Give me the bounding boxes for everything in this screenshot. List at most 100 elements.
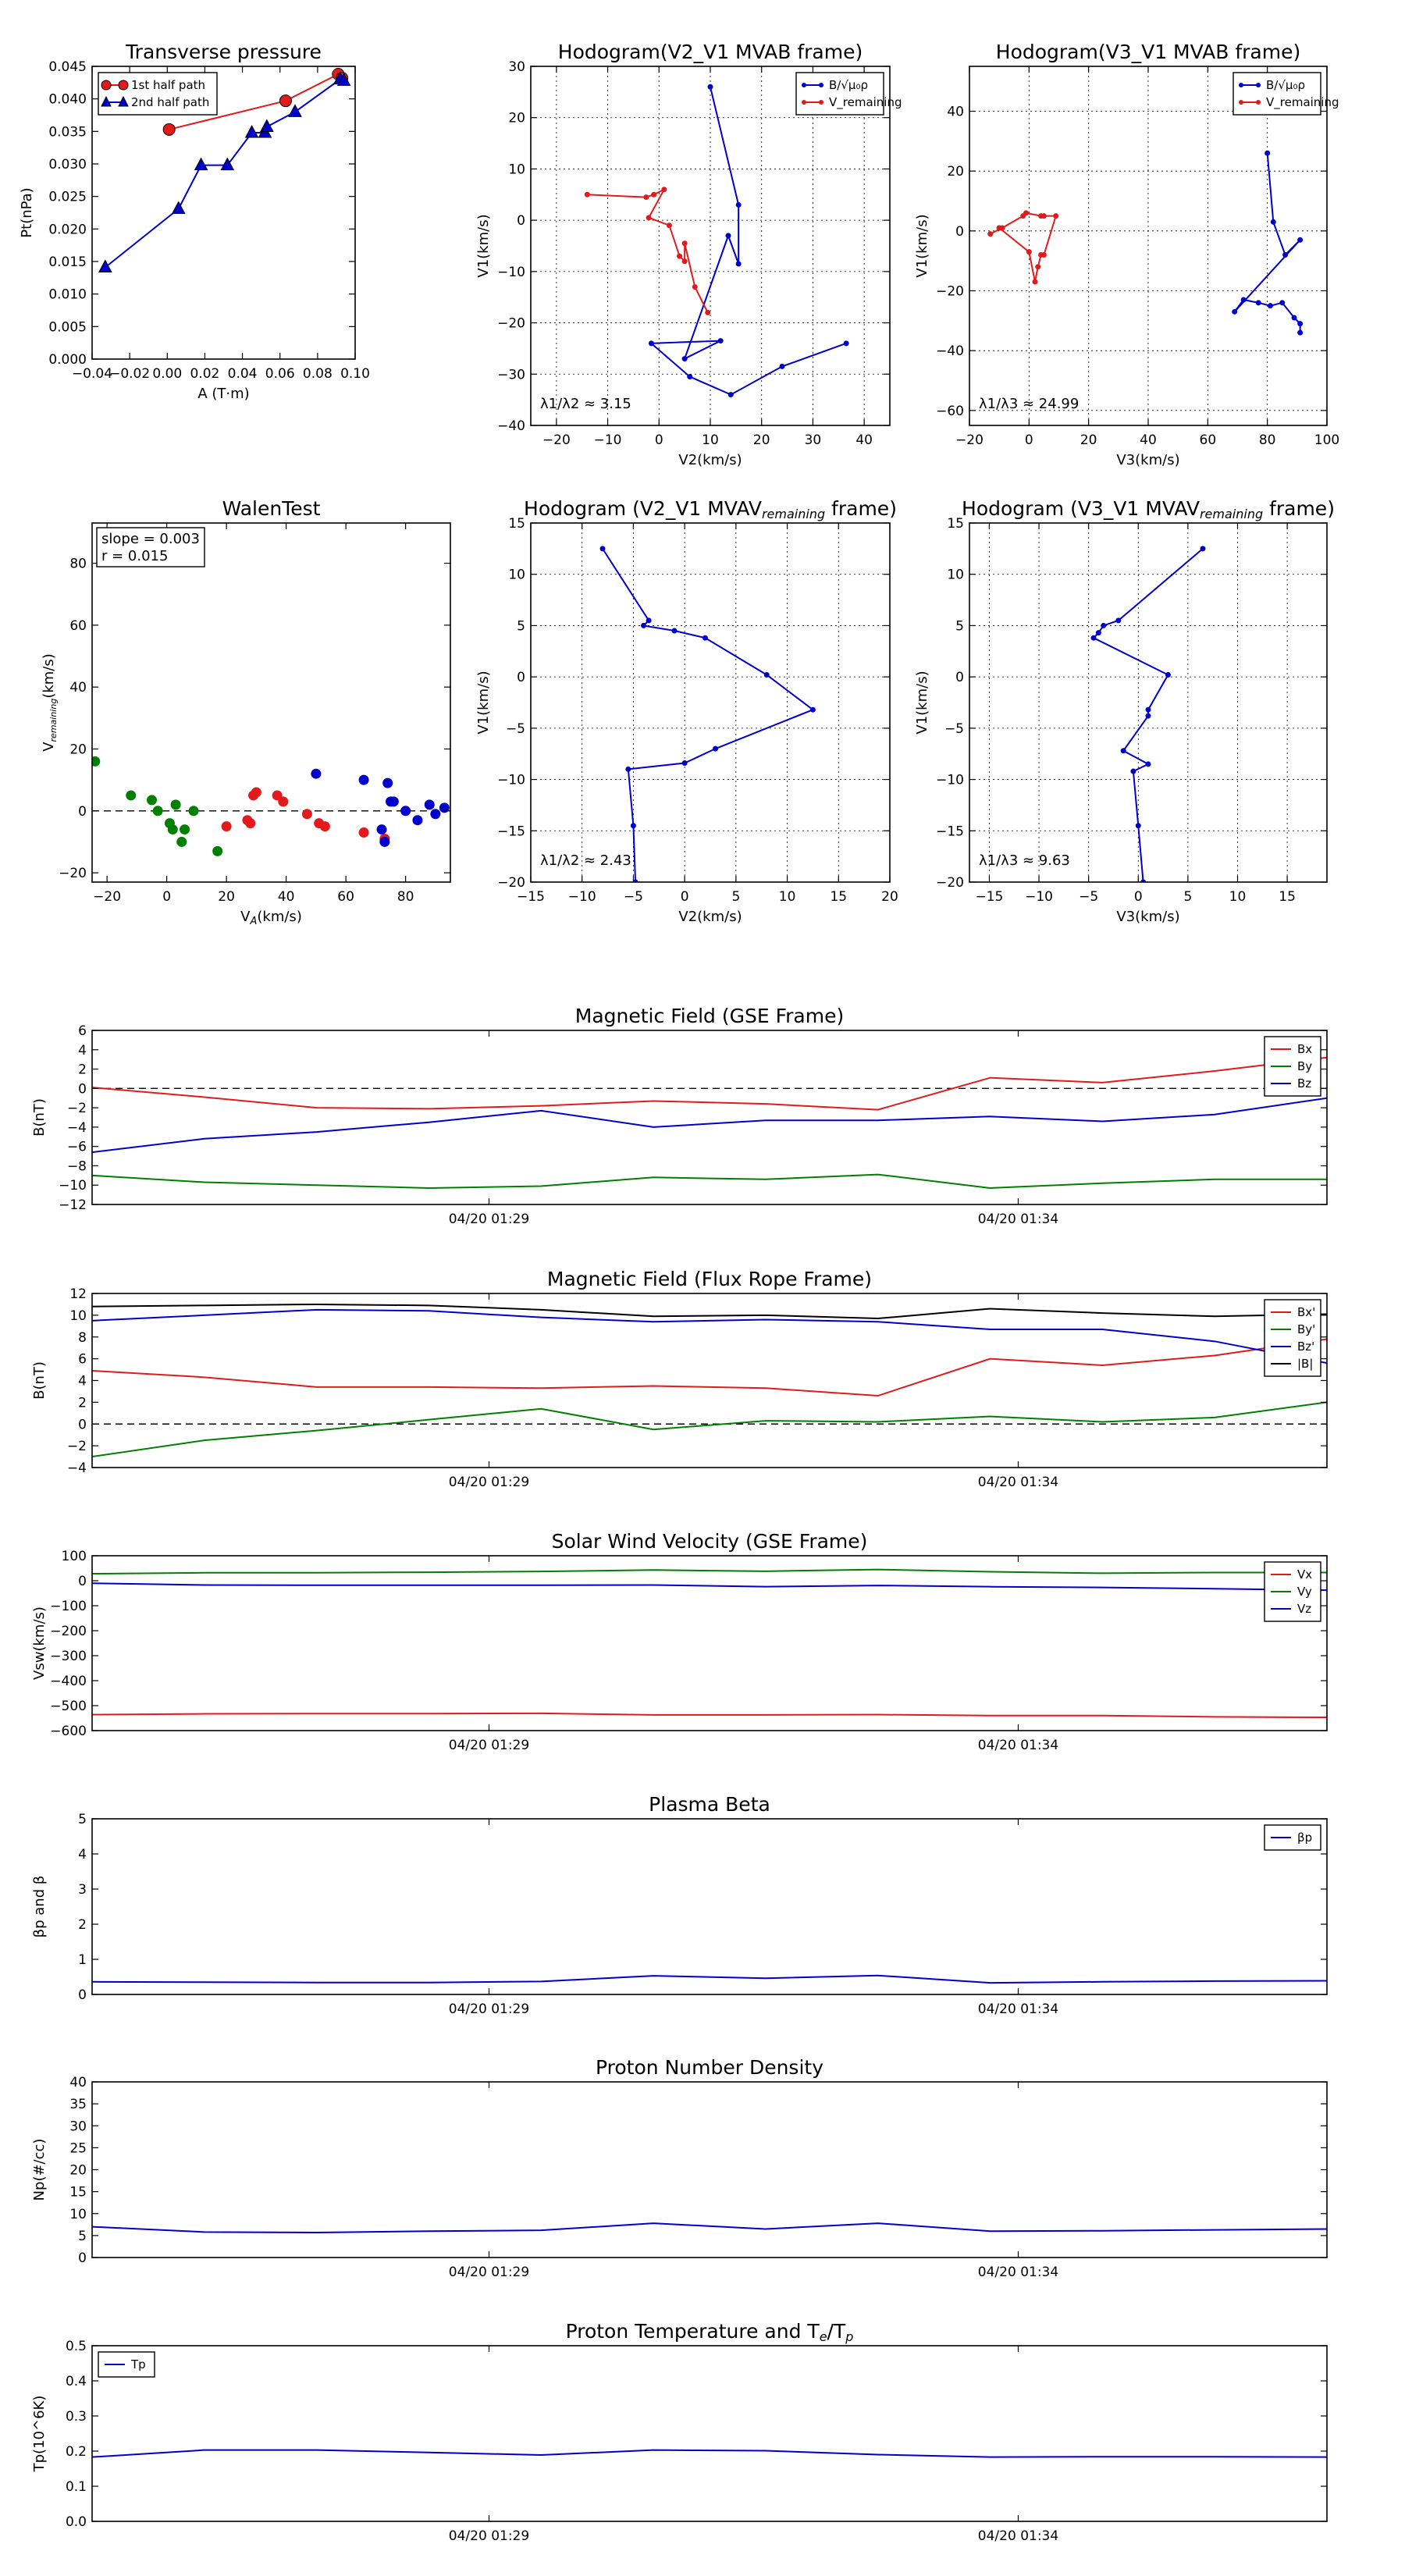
x-axis-label: VA(km/s): [240, 909, 302, 927]
x-tick-label: 04/20 01:34: [978, 1212, 1058, 1227]
series--b-: [92, 1303, 1327, 1320]
data-point: [152, 806, 163, 817]
legend-label: 2nd half path: [131, 95, 209, 109]
series-line: [602, 548, 815, 882]
data-point: [336, 73, 351, 86]
x-tick-label: 0.06: [265, 366, 295, 382]
series-vy: [92, 1568, 1327, 1575]
x-tick-label: 04/20 01:29: [449, 2528, 529, 2544]
data-point: [717, 338, 724, 344]
data-point: [725, 233, 731, 239]
data-point: [1297, 237, 1304, 243]
data-point: [692, 284, 698, 290]
x-tick-label: 40: [855, 432, 873, 448]
legend-frame: [1232, 72, 1321, 116]
x-tick-label: 60: [1200, 432, 1217, 448]
x-tick-label: 0.00: [152, 366, 182, 382]
y-tick-label: −20: [59, 866, 87, 881]
y-tick-label: −15: [497, 824, 525, 839]
series-line: [92, 1568, 1327, 1575]
data-point: [648, 340, 654, 347]
title-part: p: [845, 2329, 853, 2344]
chart-title: Transverse pressure: [125, 41, 322, 63]
y-tick-label: 0.3: [66, 2409, 87, 2425]
y-tick-label: −4: [67, 1120, 87, 1136]
x-tick-label: 20: [1080, 432, 1097, 448]
data-point: [1115, 617, 1122, 624]
x-tick-label: 04/20 01:29: [449, 1738, 529, 1753]
plot-frame: [91, 1293, 1328, 1468]
data-point: [1130, 768, 1136, 774]
x-tick-label: −15: [975, 889, 1003, 905]
data-point: [1038, 252, 1044, 258]
data-point: [430, 809, 441, 820]
y-tick-label: 0.0: [66, 2514, 87, 2530]
chart-title: Plasma Beta: [649, 1793, 770, 1816]
data-point: [681, 258, 688, 265]
y-tick-label: 40: [69, 680, 87, 696]
y-axis-label: B(nT): [31, 1098, 48, 1137]
y-axis-label: V1(km/s): [914, 671, 930, 734]
solar-wind-velocity-chart: 04/20 01:29 04/20 01:34 −600 −500 −400 −300 −2…: [31, 1530, 1328, 1753]
data-point: [735, 261, 742, 267]
data-point: [671, 628, 678, 634]
y-axis-label: Vsw(km/s): [31, 1606, 48, 1680]
data-point: [707, 84, 713, 90]
x-axis-label: V3(km/s): [1116, 452, 1179, 468]
data-point: [180, 824, 190, 835]
data-point: [779, 363, 785, 369]
series-bz-: [92, 1308, 1327, 1364]
legend-label: Vx: [1297, 1567, 1312, 1582]
x-tick-label: 0.10: [340, 366, 370, 382]
legend-label: By': [1297, 1322, 1315, 1336]
legend-label: Vz: [1297, 1602, 1311, 1616]
x-tick-label: 80: [1259, 432, 1276, 448]
series-line: [92, 1712, 1327, 1719]
legend-marker: [1256, 83, 1261, 87]
data-point: [319, 821, 330, 832]
data-point: [1255, 300, 1261, 306]
y-tick-label: 3: [78, 1882, 87, 1898]
legend: B/√μ₀ρ V_remaining: [795, 72, 902, 116]
y-tick-label: −500: [50, 1699, 87, 1714]
data-point: [1023, 210, 1030, 216]
data-point: [632, 879, 638, 882]
y-label-part: remaining: [48, 699, 59, 742]
y-tick-label: −8: [67, 1158, 87, 1174]
data-point: [1282, 252, 1289, 258]
data-point: [1200, 546, 1206, 552]
data-point: [681, 356, 688, 362]
data-point: [646, 215, 652, 221]
y-tick-label: −10: [59, 1178, 87, 1194]
y-tick-label: −10: [497, 773, 525, 788]
y-tick-label: −400: [50, 1674, 87, 1689]
data-point: [666, 222, 672, 229]
y-label-part: V: [41, 742, 57, 752]
data-point: [439, 802, 450, 813]
plot-frame: [91, 522, 451, 883]
y-tick-label: 2: [78, 1917, 87, 1933]
y-axis-label: V1(km/s): [475, 214, 492, 277]
x-tick-label: 04/20 01:29: [449, 1475, 529, 1490]
y-tick-label: −2: [67, 1101, 87, 1116]
y-tick-label: 0: [78, 1574, 87, 1589]
x-tick-label: 04/20 01:29: [449, 1212, 529, 1227]
x-tick-label: −0.02: [109, 366, 150, 382]
y-tick-label: 0: [78, 1081, 87, 1097]
data-point: [1040, 213, 1047, 219]
title-part: frame): [825, 497, 897, 520]
y-axis-label: Vremaining(km/s): [41, 653, 59, 752]
data-point: [661, 187, 667, 193]
series-0: [1090, 546, 1206, 882]
series-line: [92, 2222, 1327, 2233]
data-point: [188, 806, 199, 817]
chart-title: Solar Wind Velocity (GSE Frame): [552, 1530, 868, 1553]
data-point: [221, 821, 232, 832]
plot-frame: [969, 522, 1328, 883]
title-part: remaining: [762, 507, 825, 521]
y-tick-label: 10: [947, 568, 964, 583]
y-tick-label: 10: [508, 568, 525, 583]
x-tick-label: 30: [805, 432, 822, 448]
x-tick-label: 5: [731, 889, 740, 905]
data-point: [1120, 748, 1126, 754]
